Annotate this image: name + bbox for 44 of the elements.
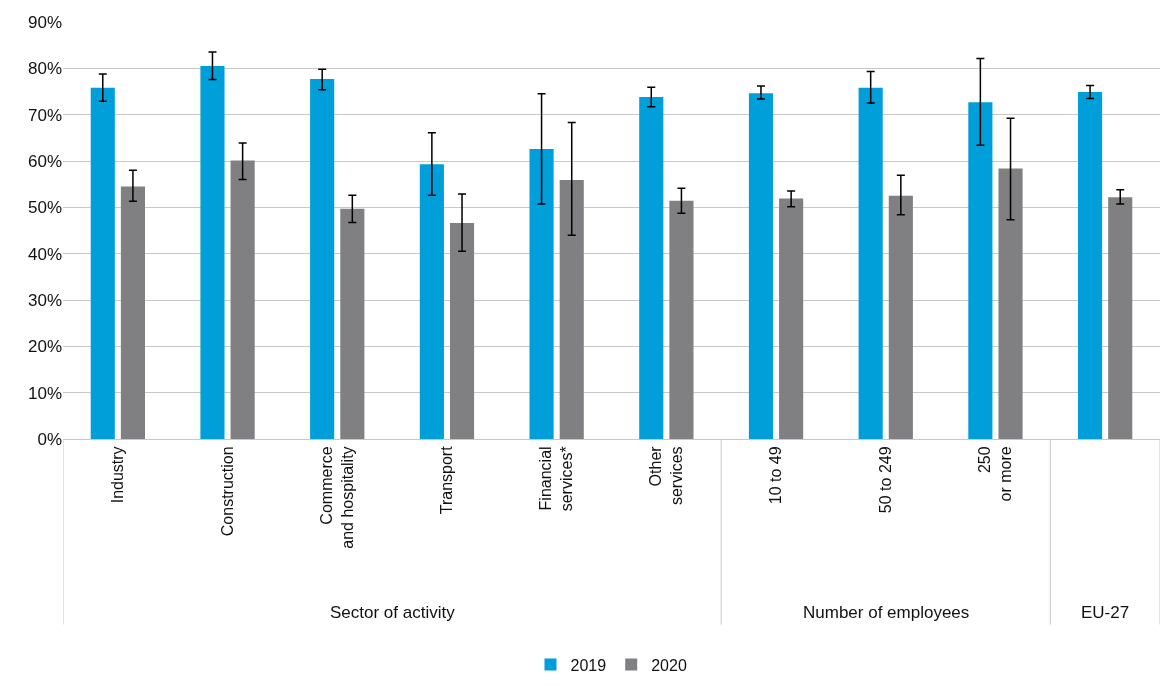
text: Number of employees (803, 603, 970, 622)
bar (120, 186, 145, 439)
text: EU-27 (1081, 603, 1130, 622)
bar (90, 87, 115, 439)
bar (529, 148, 554, 439)
bar (748, 93, 774, 439)
bar (639, 97, 664, 439)
y-tick-label: 80% (27, 59, 62, 79)
bar (1078, 91, 1103, 439)
y-tick-label: 20% (27, 337, 62, 357)
bar (340, 208, 365, 439)
bar (419, 164, 444, 439)
y-tick-label: 70% (27, 105, 62, 125)
bar (230, 160, 255, 439)
text: Sector of activity (330, 603, 456, 622)
bar (1108, 197, 1133, 439)
bar (968, 102, 993, 439)
x-tick-label: 10 to 49 (767, 446, 785, 505)
x-tick-label: Industry (109, 446, 127, 504)
bar (310, 78, 335, 439)
y-tick-label: 30% (27, 290, 62, 310)
y-tick-label: 60% (27, 151, 62, 171)
x-tick-label: 50 to 249 (876, 446, 894, 514)
x-tick-label: Construction (218, 446, 236, 537)
bar (669, 200, 694, 439)
x-tick-label: Other services (647, 445, 685, 506)
y-tick-label: 90% (27, 12, 62, 32)
bar (449, 223, 475, 439)
x-tick-label: Financial services* (537, 446, 576, 512)
bar (998, 168, 1023, 439)
x-tick-label: 250 or more (976, 446, 1015, 502)
x-tick-label: Commerce and hospitality (318, 446, 356, 549)
legend-label: 2020 (651, 656, 687, 674)
y-tick-label: 40% (27, 244, 62, 264)
bar (559, 180, 584, 439)
legend-label: 2019 (570, 656, 607, 674)
x-tick-label: Transport (438, 445, 456, 515)
y-tick-label: 50% (27, 198, 62, 218)
bar (779, 198, 804, 439)
bar (200, 66, 225, 439)
bar (858, 87, 883, 439)
y-tick-label: 0% (37, 429, 62, 449)
bar (888, 195, 913, 439)
y-tick-label: 10% (27, 383, 62, 403)
